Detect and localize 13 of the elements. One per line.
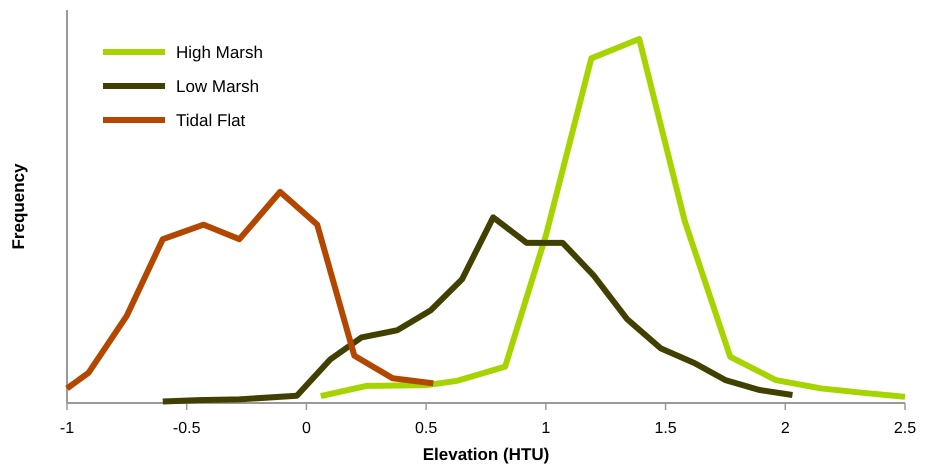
x-tick-label: 1.5 [654,420,677,437]
x-tick-label: 0 [302,420,311,437]
legend-label: Low Marsh [176,77,260,96]
x-axis-title: Elevation (HTU) [422,445,550,464]
x-tick-label: -0.5 [172,420,201,437]
x-tick-label: 2 [780,420,790,437]
x-tick-label: -1 [60,420,74,437]
legend-label: Tidal Flat [176,111,246,130]
x-tick-label: 1 [541,420,550,437]
x-tick-label: 0.5 [415,420,438,437]
x-tick-label: 2.5 [894,420,916,437]
y-axis-title: Frequency [9,162,28,250]
legend-label: High Marsh [176,43,263,62]
